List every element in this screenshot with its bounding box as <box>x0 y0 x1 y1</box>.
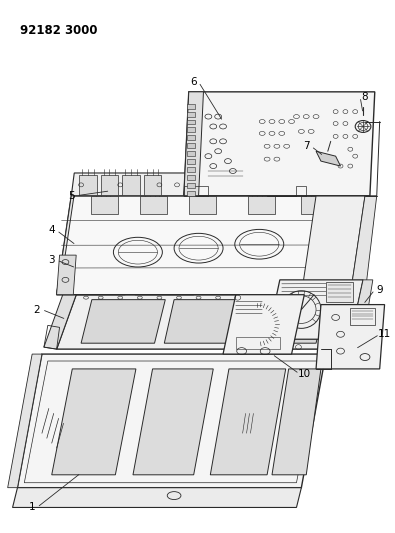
Bar <box>187 135 195 140</box>
Polygon shape <box>272 369 321 475</box>
Text: 8: 8 <box>362 92 368 102</box>
Text: 3: 3 <box>49 255 55 265</box>
Polygon shape <box>316 304 385 369</box>
Polygon shape <box>13 488 301 507</box>
Bar <box>187 151 195 156</box>
Text: 2: 2 <box>34 304 40 314</box>
Text: 6: 6 <box>190 77 197 87</box>
Polygon shape <box>8 354 42 488</box>
Bar <box>187 159 195 164</box>
Bar <box>187 119 195 125</box>
Text: 10: 10 <box>298 369 311 379</box>
Polygon shape <box>91 196 118 214</box>
Polygon shape <box>56 255 132 295</box>
Polygon shape <box>135 255 199 295</box>
Polygon shape <box>101 175 118 195</box>
Polygon shape <box>56 196 365 295</box>
Polygon shape <box>316 151 340 166</box>
Text: 92182 3000: 92182 3000 <box>21 24 98 37</box>
Polygon shape <box>56 181 76 295</box>
Polygon shape <box>301 196 329 214</box>
Text: 9: 9 <box>376 285 383 295</box>
Text: 7: 7 <box>303 141 310 151</box>
Bar <box>187 175 195 180</box>
Polygon shape <box>350 280 373 339</box>
Polygon shape <box>122 175 140 195</box>
Polygon shape <box>71 173 187 196</box>
Text: 4: 4 <box>49 225 55 236</box>
Polygon shape <box>189 196 216 214</box>
Polygon shape <box>248 196 275 214</box>
Polygon shape <box>52 369 136 475</box>
Bar <box>187 183 195 188</box>
Bar <box>187 191 195 196</box>
Bar <box>187 104 195 109</box>
Polygon shape <box>140 196 167 214</box>
Polygon shape <box>210 369 286 475</box>
Polygon shape <box>17 354 326 488</box>
Bar <box>350 308 375 325</box>
Text: 1: 1 <box>29 503 36 512</box>
Polygon shape <box>44 293 76 349</box>
Polygon shape <box>246 300 326 343</box>
Text: 11: 11 <box>378 329 391 340</box>
Bar <box>187 143 195 148</box>
Polygon shape <box>331 294 360 349</box>
Bar <box>236 337 280 349</box>
Bar <box>187 111 195 117</box>
Bar <box>187 127 195 132</box>
Polygon shape <box>144 175 162 195</box>
Polygon shape <box>350 196 377 295</box>
Polygon shape <box>81 300 165 343</box>
Polygon shape <box>301 196 365 295</box>
Polygon shape <box>223 295 304 354</box>
Polygon shape <box>267 280 363 339</box>
Polygon shape <box>133 369 213 475</box>
Polygon shape <box>184 92 375 196</box>
Polygon shape <box>71 181 370 196</box>
Polygon shape <box>56 295 360 349</box>
Bar <box>326 282 353 302</box>
Polygon shape <box>56 255 76 295</box>
Text: 5: 5 <box>68 191 75 201</box>
Polygon shape <box>184 92 203 196</box>
Bar <box>187 167 195 172</box>
Polygon shape <box>164 300 246 343</box>
Polygon shape <box>79 175 97 195</box>
